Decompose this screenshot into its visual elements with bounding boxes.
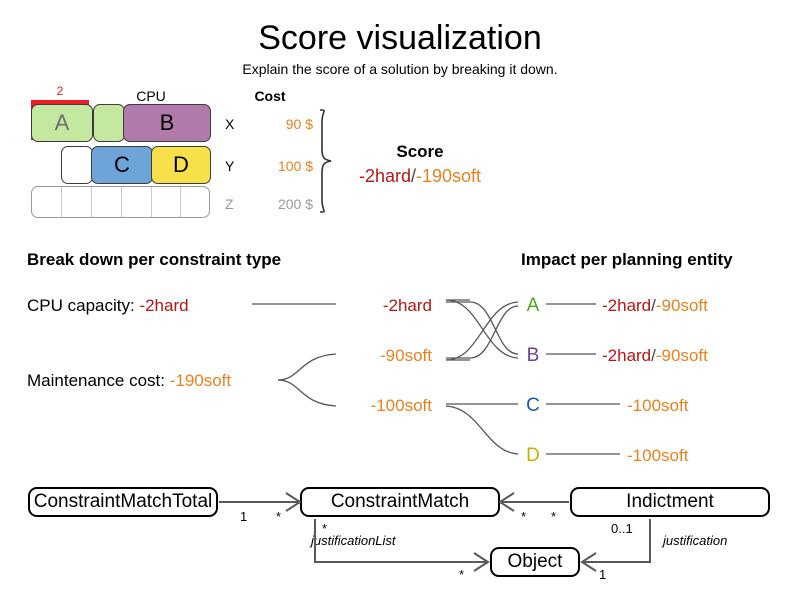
machine-cost-z: 200 $ bbox=[277, 196, 313, 212]
machine-z-empty-grid bbox=[31, 186, 210, 218]
score-separator: / bbox=[410, 166, 416, 186]
entity-impact-c-soft: -100soft bbox=[627, 396, 689, 415]
score-title: Score bbox=[396, 142, 444, 161]
entity-impact-b: -2hard/-90soft bbox=[602, 346, 708, 366]
machine-name-x: X bbox=[225, 116, 235, 132]
line-2hard-to-b-curve bbox=[445, 299, 519, 359]
entity-impact-c: -100soft bbox=[627, 396, 688, 416]
cpu-usage-overload-label: 2 bbox=[56, 84, 64, 98]
uml-label-object: Object bbox=[507, 551, 563, 572]
machine-name-z: Z bbox=[225, 196, 234, 212]
entity-impact-a-hard: -2hard bbox=[602, 296, 652, 315]
uml-box-object[interactable]: Object bbox=[490, 547, 580, 577]
line-maintenance-to-100 bbox=[277, 379, 337, 407]
machine-name-y: Y bbox=[225, 158, 235, 174]
line-90soft-to-a-curve bbox=[445, 301, 519, 361]
entity-impact-d-soft: -100soft bbox=[627, 446, 689, 465]
cpu-column-header: CPU bbox=[136, 88, 166, 104]
constraint-cpu-capacity-score: -2hard bbox=[139, 296, 189, 315]
constraint-cpu-capacity-label: CPU capacity: bbox=[27, 296, 140, 315]
machine-cost-y: 100 $ bbox=[277, 158, 313, 174]
uml-mult-ind-cm-target: * bbox=[551, 509, 557, 524]
process-label-d: D bbox=[173, 152, 189, 177]
process-label-b: B bbox=[159, 110, 175, 135]
line-90soft-to-a bbox=[446, 305, 519, 359]
uml-arrow-ind-cm bbox=[498, 492, 515, 512]
process-label-c: C bbox=[114, 152, 130, 177]
entity-impact-d: -100soft bbox=[627, 446, 688, 466]
uml-arrow-cm-obj bbox=[473, 552, 490, 572]
process-cell-b[interactable]: B bbox=[123, 104, 211, 142]
match-value-maintenance-100: -100soft bbox=[370, 396, 432, 415]
line-100soft-to-d bbox=[445, 405, 519, 455]
process-label-a: A bbox=[54, 110, 70, 135]
uml-mult-ind-cm-source: * bbox=[521, 509, 527, 524]
cost-column-header: Cost bbox=[254, 88, 286, 104]
process-cell-a-overflow[interactable] bbox=[93, 104, 125, 142]
uml-box-constraint-match-total[interactable]: ConstraintMatchTotal bbox=[28, 487, 218, 517]
process-cell-a[interactable]: A bbox=[31, 104, 93, 142]
entity-impact-a-soft: -90soft bbox=[655, 296, 708, 315]
uml-box-indictment[interactable]: Indictment bbox=[570, 487, 770, 517]
entity-impact-b-soft: -90soft bbox=[655, 346, 708, 365]
process-cell-d[interactable]: D bbox=[151, 146, 211, 184]
constraint-maintenance-cost[interactable]: Maintenance cost: -190soft bbox=[27, 371, 231, 391]
line-2hard-to-b bbox=[446, 301, 519, 355]
page-title: Score visualization bbox=[258, 19, 542, 57]
constraint-maintenance-cost-label: Maintenance cost: bbox=[27, 371, 170, 390]
uml-label-indictment: Indictment bbox=[626, 491, 714, 512]
page-subtitle: Explain the score of a solution by break… bbox=[242, 61, 558, 77]
match-value-cpu-capacity: -2hard bbox=[382, 296, 432, 315]
grid-divider bbox=[180, 187, 181, 217]
entity-letter-b[interactable]: B bbox=[526, 345, 540, 366]
entity-impact-b-separator: / bbox=[651, 346, 656, 365]
process-cell-c[interactable]: C bbox=[91, 146, 153, 184]
uml-label-constraint-match: ConstraintMatch bbox=[330, 491, 470, 512]
uml-arrow-ind-obj bbox=[580, 552, 597, 572]
entity-impact-a-separator: / bbox=[651, 296, 656, 315]
constraint-cpu-capacity[interactable]: CPU capacity: -2hard bbox=[27, 296, 189, 316]
uml-label-constraint-match-total: ConstraintMatchTotal bbox=[33, 491, 213, 512]
entity-letter-c[interactable]: C bbox=[526, 395, 540, 416]
section-heading-breakdown: Break down per constraint type bbox=[27, 250, 282, 269]
entity-impact-a: -2hard/-90soft bbox=[602, 296, 708, 316]
uml-arrow-cmt-cm bbox=[285, 492, 302, 512]
entity-letter-d[interactable]: D bbox=[526, 445, 540, 466]
line-maintenance-to-90 bbox=[277, 353, 337, 381]
uml-mult-ind-obj-source: 0..1 bbox=[611, 521, 633, 536]
uml-mult-cm-obj-target: * bbox=[459, 567, 465, 582]
uml-mult-cmt-source: 1 bbox=[240, 509, 248, 524]
machine-cost-x: 90 $ bbox=[285, 116, 313, 132]
score-hard-part: -2hard bbox=[358, 166, 411, 186]
grid-divider bbox=[121, 187, 122, 217]
entity-impact-b-hard: -2hard bbox=[602, 346, 652, 365]
uml-box-constraint-match[interactable]: ConstraintMatch bbox=[300, 487, 500, 517]
uml-role-justification: justification bbox=[663, 533, 728, 548]
entity-letter-a[interactable]: A bbox=[526, 295, 540, 316]
grid-divider bbox=[151, 187, 152, 217]
uml-role-justification-list: justificationList bbox=[311, 533, 396, 548]
section-heading-impact: Impact per planning entity bbox=[521, 250, 733, 269]
score-value: -2hard/-190soft bbox=[320, 166, 520, 187]
score-soft-part: -190soft bbox=[416, 166, 482, 186]
machine-y-empty-slot bbox=[61, 146, 93, 184]
match-value-maintenance-90: -90soft bbox=[380, 346, 432, 365]
grid-divider bbox=[61, 187, 62, 217]
uml-mult-cmt-target: * bbox=[276, 509, 282, 524]
grid-divider bbox=[91, 187, 92, 217]
constraint-maintenance-cost-score: -190soft bbox=[169, 371, 232, 390]
uml-mult-ind-obj-target: 1 bbox=[599, 567, 607, 582]
